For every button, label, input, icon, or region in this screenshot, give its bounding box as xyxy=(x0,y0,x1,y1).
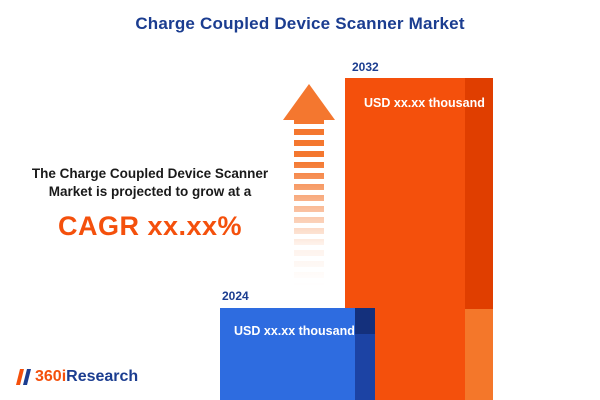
page-title: Charge Coupled Device Scanner Market xyxy=(135,14,465,33)
bar-label-2032: 2032 xyxy=(352,60,379,74)
bar-2024-value: USD xx.xx thousand xyxy=(234,324,355,338)
growth-arrow-icon xyxy=(283,84,335,120)
brand-logo: 360iResearch xyxy=(16,368,138,386)
annotation-line-2: Market is projected to grow at a xyxy=(48,184,252,199)
annotation-line-1: The Charge Coupled Device Scanner xyxy=(31,166,269,181)
cagr-value: CAGR xx.xx% xyxy=(57,211,243,241)
logo-wordmark: 360iResearch xyxy=(35,368,138,386)
logo-prefix: 360i xyxy=(35,368,67,385)
bar-2024-front-face xyxy=(220,308,355,400)
bar-2024: USD xx.xx thousand xyxy=(220,308,375,400)
bar-2024-side-face xyxy=(355,308,375,400)
growth-arrow-fade xyxy=(294,118,324,286)
bar-2032-side-face xyxy=(465,78,493,400)
growth-annotation: The Charge Coupled Device Scanner Market… xyxy=(0,165,300,242)
bar-label-2024: 2024 xyxy=(222,289,249,303)
logo-bars-icon xyxy=(16,369,31,385)
bar-2032-value: USD xx.xx thousand xyxy=(364,96,485,110)
logo-suffix: Research xyxy=(66,368,139,385)
